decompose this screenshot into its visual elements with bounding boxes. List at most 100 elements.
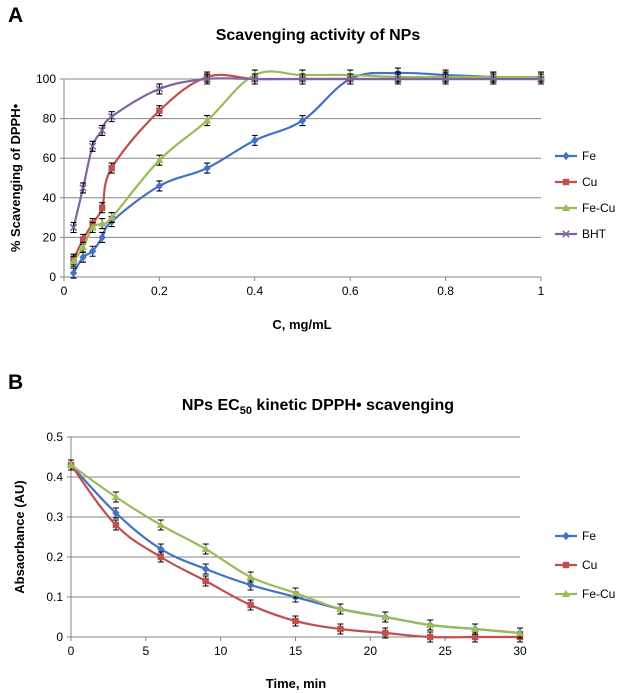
legend-label-cu: Cu <box>582 558 597 572</box>
x-tick-label: 25 <box>438 644 452 658</box>
data-point-fe <box>79 253 87 262</box>
legend-marker-fe <box>562 531 570 541</box>
data-point-bht <box>537 75 545 83</box>
legend-marker-fe <box>562 151 570 161</box>
x-tick-label: 0 <box>68 644 75 658</box>
panel-b-letter: B <box>8 371 23 394</box>
legend-marker-fe-cu <box>562 589 570 597</box>
y-tick-label: 0.5 <box>46 430 63 444</box>
series-line-fe <box>72 71 542 274</box>
data-point-fe <box>89 247 97 256</box>
data-point-fe-cu <box>67 460 75 468</box>
data-point-bht <box>251 75 259 83</box>
panel-a-title: Scavenging activity of NPs <box>216 27 421 44</box>
x-tick-label: 0.8 <box>437 284 454 298</box>
legend-label-fe: Fe <box>582 529 596 543</box>
panel-b-title-main: NPs EC <box>182 397 240 414</box>
legend-label-fe: Fe <box>582 149 596 163</box>
data-point-cu <box>427 633 434 641</box>
data-point-fe-cu <box>426 620 435 628</box>
y-tick-label: 60 <box>43 151 57 165</box>
series-line-fe-cu <box>70 464 521 635</box>
x-tick-label: 0 <box>61 284 68 298</box>
data-point-fe-cu <box>69 256 78 265</box>
data-point-cu <box>157 553 164 561</box>
data-point-bht <box>441 75 450 83</box>
panel-b-ylabel: Absaorbance (AU) <box>12 480 27 593</box>
legend-marker-cu <box>562 178 570 186</box>
panel-b-title-subscript: 50 <box>240 405 252 417</box>
data-point-fe-cu <box>98 219 107 227</box>
y-tick-label: 0.3 <box>46 510 63 524</box>
data-point-bht <box>98 126 106 135</box>
data-point-fe-cu <box>381 612 390 620</box>
series-line-fe <box>70 464 521 635</box>
data-point-fe-cu <box>291 588 300 596</box>
series-line-bht <box>72 77 541 228</box>
y-tick-label: 0.2 <box>46 550 63 564</box>
data-point-fe-cu <box>156 520 165 528</box>
data-point-bht <box>88 142 97 151</box>
data-point-fe-cu <box>201 544 210 552</box>
y-tick-label: 0.1 <box>46 590 63 604</box>
data-point-cu <box>382 629 389 637</box>
y-tick-label: 0.4 <box>46 470 63 484</box>
data-point-fe <box>203 163 211 173</box>
data-point-fe-cu <box>79 243 88 251</box>
y-tick-label: 0 <box>49 270 56 284</box>
panel-a-letter: A <box>8 4 23 27</box>
series-line-fe-cu <box>72 70 541 262</box>
y-tick-label: 80 <box>43 112 57 126</box>
data-point-cu <box>337 625 344 633</box>
data-point-fe-cu <box>155 155 164 164</box>
panel-a-xlabel: C, mg/mL <box>272 317 331 332</box>
x-tick-label: 20 <box>364 644 378 658</box>
x-tick-label: 0.6 <box>342 284 359 298</box>
data-point-bht <box>155 85 164 93</box>
legend-label-cu: Cu <box>582 175 597 189</box>
data-point-fe-cu <box>111 492 120 500</box>
data-point-fe <box>157 544 165 554</box>
x-tick-label: 1 <box>538 284 545 298</box>
legend-marker-cu <box>562 561 570 569</box>
legend-marker-bht <box>562 230 570 238</box>
y-tick-label: 40 <box>43 191 57 205</box>
panel-b-title-rest: kinetic DPPH• scavenging <box>252 397 454 414</box>
data-point-cu <box>292 617 299 625</box>
panel-a-ylabel: % Scavenging of DPPH• <box>8 103 23 252</box>
data-point-cu <box>247 601 254 609</box>
data-point-fe <box>298 116 307 125</box>
data-point-cu <box>98 204 106 211</box>
data-point-cu <box>471 633 479 641</box>
x-tick-label: 0.4 <box>246 284 263 298</box>
panel-b-xlabel: Time, min <box>266 676 327 691</box>
data-point-fe <box>98 233 106 242</box>
data-point-bht <box>69 223 78 232</box>
data-point-cu <box>202 577 209 585</box>
data-point-bht <box>346 75 354 83</box>
data-point-fe <box>251 136 259 145</box>
panel-a-plot: 0 20 40 60 80 100 0 0.2 0.4 0.6 0.8 1 Fe Cu Fe-Cu BHT <box>36 67 615 298</box>
series-line-cu <box>72 73 541 260</box>
panel-b-title: NPs EC50 kinetic DPPH• scavenging <box>182 397 454 417</box>
data-point-fe-cu <box>88 223 97 231</box>
data-point-bht <box>298 75 307 83</box>
data-point-fe-cu <box>107 213 116 221</box>
data-point-bht <box>394 75 402 83</box>
data-point-fe <box>155 181 163 191</box>
data-point-cu <box>108 164 115 172</box>
legend-marker-fe-cu <box>562 203 570 211</box>
data-point-fe <box>69 268 78 278</box>
y-tick-label: 20 <box>43 230 57 244</box>
data-point-fe-cu <box>203 116 212 124</box>
data-point-cu <box>112 521 120 529</box>
data-point-fe-cu <box>471 624 480 632</box>
series-line-cu <box>70 464 520 639</box>
data-point-fe <box>202 564 210 574</box>
data-point-fe-cu <box>516 628 524 636</box>
data-point-bht <box>489 75 498 83</box>
data-point-fe <box>247 580 255 590</box>
y-tick-label: 100 <box>36 72 56 86</box>
x-tick-label: 0.2 <box>151 284 168 298</box>
